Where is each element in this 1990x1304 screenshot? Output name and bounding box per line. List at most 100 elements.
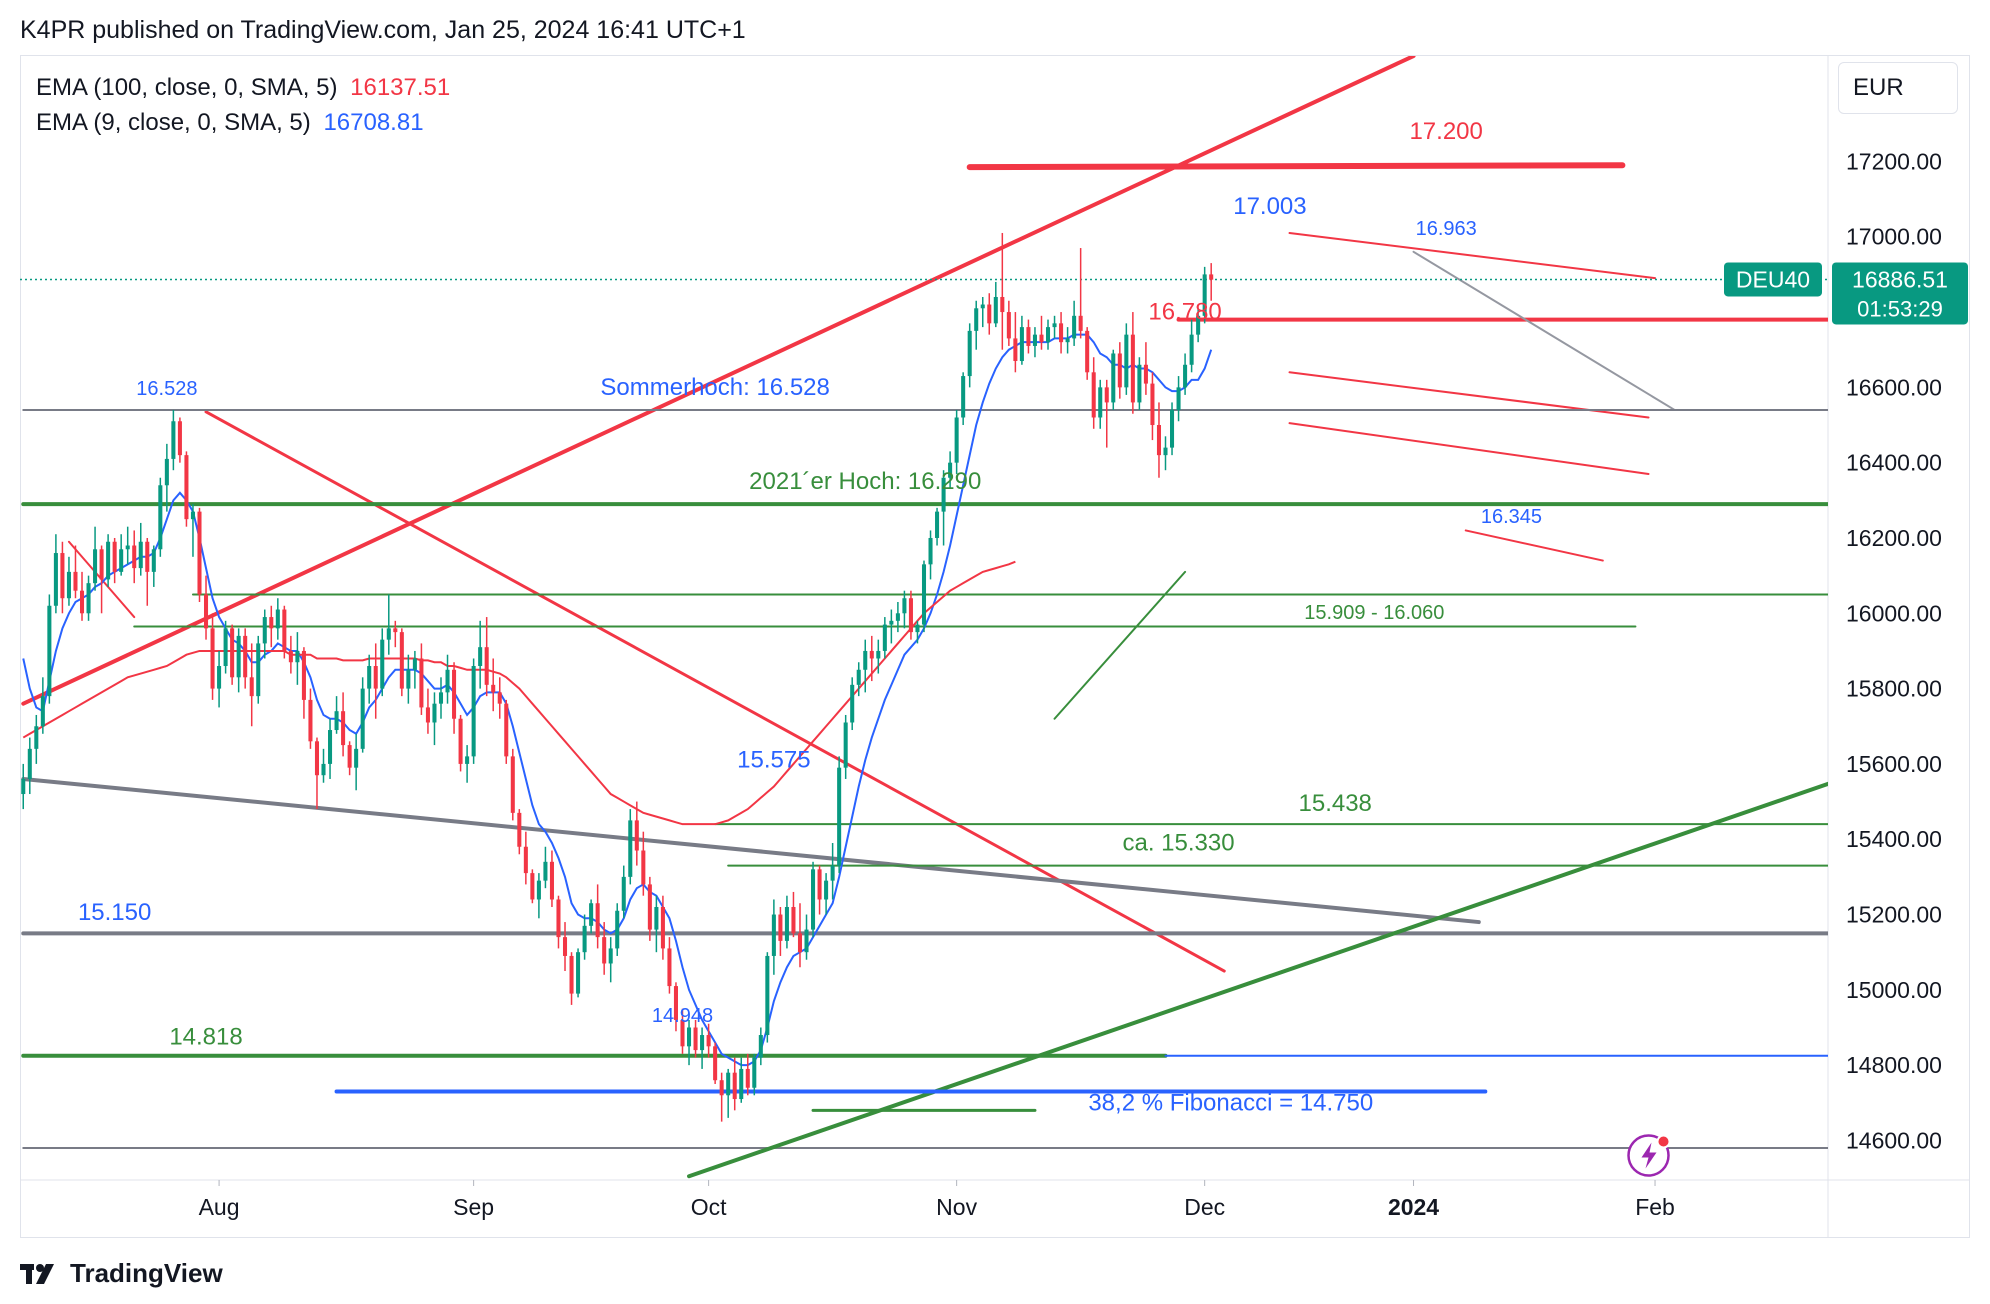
legend-ema-9-value: 16708.81 [323,109,424,136]
annotation-label: 38,2 % Fibonacci = 14.750 [1088,1089,1373,1116]
candle-body [987,304,992,324]
candle-body [367,666,372,689]
plot-area[interactable]: 17.200 17.003 16.963 16.780 16.528 Sommerhoch… [20,56,1831,1179]
candle-body [1189,334,1194,365]
candle-body [79,590,85,614]
candle-body [217,666,222,689]
candle-body [1104,387,1109,403]
candle-body [230,628,235,678]
candle-body [425,707,430,723]
candle-body [269,617,274,629]
candle-body [1013,338,1018,362]
candle-body [119,549,124,572]
candle-body [523,846,528,874]
candle-body [869,650,874,659]
currency-selector[interactable]: EUR [1838,62,1958,114]
legend-ema-100-value: 16137.51 [350,74,451,101]
candle-body [203,594,209,629]
trendline [1288,231,1657,280]
candle-body [843,722,848,768]
candle-body [902,598,907,614]
x-tick-label: Dec [1184,1194,1225,1220]
candle-body [830,865,835,881]
candle-body [275,609,280,629]
y-tick-label: 14800.00 [1846,1052,1942,1078]
candle-body [602,937,607,964]
candle-body [628,820,633,877]
candle-body [895,613,900,621]
candle-body [93,549,98,584]
candle-body [249,677,254,697]
candle-body [948,462,953,478]
candle-body [1006,312,1011,339]
candle-body [765,955,770,1036]
candle-body [171,421,176,459]
candle-body [634,820,639,851]
candle-body [412,658,417,670]
candle-body [190,511,195,520]
candle-body [726,1072,731,1096]
candle-body [778,914,783,941]
candle-body [151,549,156,572]
candle-body [132,545,137,569]
candle-body [817,869,822,900]
y-tick-label: 17200.00 [1846,148,1942,174]
candle-body [732,1072,737,1100]
annotation-label: 14.818 [169,1023,242,1050]
candle-body [47,605,52,697]
tradingview-brand[interactable]: TradingView [20,1258,223,1289]
candle-body [184,455,189,520]
candle-body [954,417,959,463]
candle-body [556,899,561,938]
candle-body [647,884,652,930]
candle-body [804,929,809,953]
symbol-tag[interactable] [1724,262,1822,297]
candle-body [771,914,776,956]
y-tick-label: 15400.00 [1846,826,1942,852]
candle-body [719,1080,724,1096]
candle-body [1130,334,1135,403]
annotation-label: 16.528 [136,378,197,400]
candle-body [86,583,91,614]
candle-body [791,907,796,934]
candle-body [961,376,966,418]
legend-ema-9[interactable]: EMA (9, close, 0, SMA, 5) 16708.81 [36,109,424,137]
candle-body [504,703,509,757]
candle-body [1163,447,1168,456]
candle-body [1111,353,1116,403]
candle-body [543,861,548,881]
annotation-label: 14.948 [652,1005,713,1027]
trendline [687,781,1828,1179]
price-tag[interactable] [1832,262,1968,325]
candle-body [1085,330,1090,373]
trendline [1288,422,1650,475]
candle-body [452,669,457,719]
candle-body [660,907,665,949]
annotation-label: 15.909 - 16.060 [1304,602,1444,624]
candle-body [941,477,946,512]
bar-countdown: 01:53:29 [1857,296,1943,321]
candle-body [138,541,143,569]
candle-body [334,711,339,731]
candle-body [177,421,182,456]
candle-body [1176,387,1181,410]
x-tick-label: 2024 [1388,1194,1439,1220]
candle-body [347,745,352,768]
candle-body [752,1057,757,1088]
candle-body [145,541,150,572]
candle-body [1156,425,1161,456]
trendline [21,776,1481,925]
candle-body [921,564,927,625]
legend-ema-100[interactable]: EMA (100, close, 0, SMA, 5) 16137.51 [36,74,450,102]
candle-body [850,684,855,723]
candle-body [256,643,261,697]
candle-body [197,511,202,595]
y-tick-label: 16000.00 [1846,600,1942,626]
candle-body [876,650,881,659]
candle-body [811,869,816,930]
candle-body [321,763,326,776]
candle-body [1026,327,1031,346]
candle-body [243,635,248,678]
candle-body [60,553,65,599]
